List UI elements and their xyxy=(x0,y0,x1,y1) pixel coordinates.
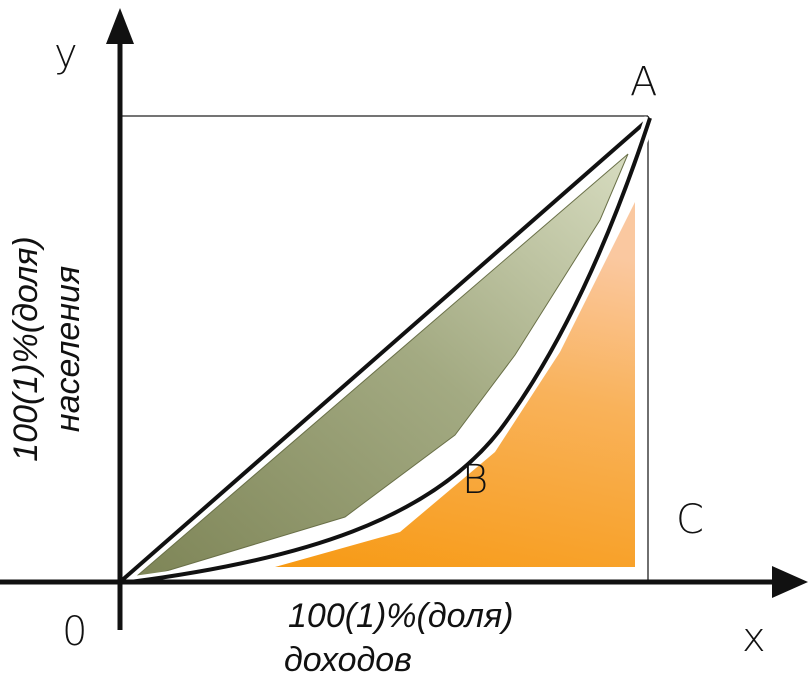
y-axis-label: y xyxy=(54,31,78,77)
point-c-label: C xyxy=(676,497,704,543)
x-axis-caption-line-1: 100(1)%(доля) xyxy=(288,597,514,635)
x-axis-caption-line-2: доходов xyxy=(284,640,412,679)
x-axis-arrowhead xyxy=(772,566,808,598)
y-axis-caption-line-1: 100(1)%(доля) xyxy=(6,236,45,462)
equality-line xyxy=(118,116,652,584)
lorenz-curve xyxy=(129,117,652,584)
inequality-gap-area xyxy=(129,153,629,583)
y-axis-arrowhead xyxy=(106,8,134,44)
point-b-label: B xyxy=(462,457,489,503)
x-axis-label: x xyxy=(742,615,766,661)
y-axis-caption-line-2: населения xyxy=(49,265,87,433)
x-axis-caption: 100(1)%(доля) доходов xyxy=(236,595,636,682)
origin-label: 0 xyxy=(62,609,88,655)
lower-triangle-area xyxy=(275,202,635,567)
point-a-label: A xyxy=(630,59,658,105)
y-axis-caption: 100(1)%(доля) населения xyxy=(0,169,97,529)
